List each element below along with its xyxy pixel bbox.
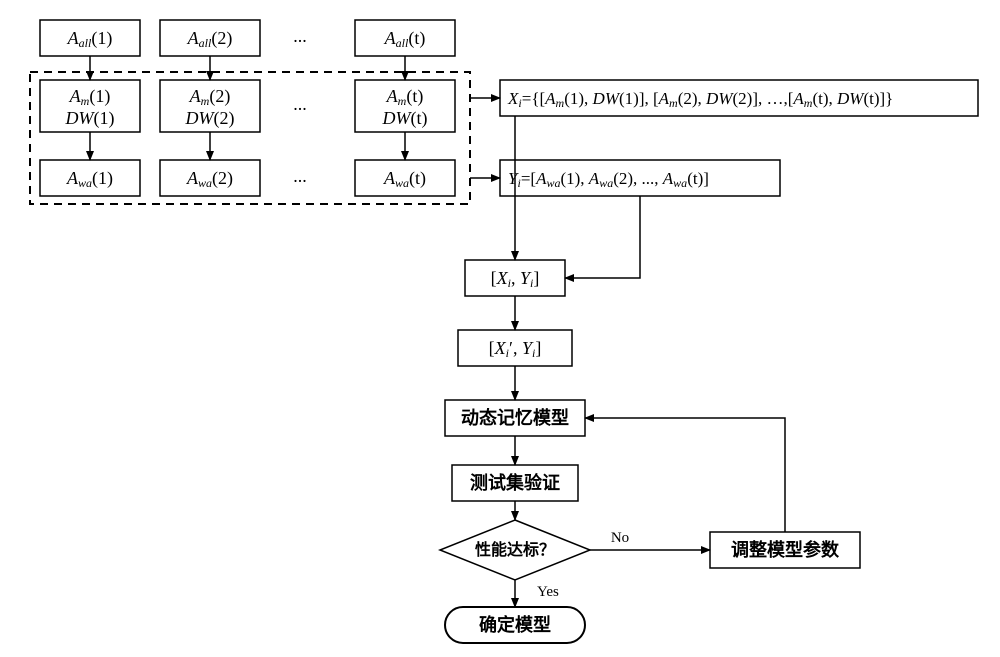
svg-text:...: ... xyxy=(293,166,307,186)
svg-text:Am(1): Am(1) xyxy=(69,86,111,108)
flowchart: Aall(1)Aall(2)Aall(t)...Am(1)DW(1)Am(2)D… xyxy=(0,0,1000,657)
svg-text:...: ... xyxy=(293,94,307,114)
svg-text:DW(t): DW(t) xyxy=(382,108,428,129)
svg-text:Am(2): Am(2) xyxy=(189,86,231,108)
svg-text:调整模型参数: 调整模型参数 xyxy=(731,539,840,560)
svg-text:...: ... xyxy=(293,26,307,46)
svg-text:No: No xyxy=(611,530,629,546)
svg-text:性能达标？: 性能达标？ xyxy=(475,540,555,559)
svg-text:测试集验证: 测试集验证 xyxy=(470,472,560,493)
svg-text:Yes: Yes xyxy=(537,584,559,600)
svg-text:Xi={[Am(1), DW(1)], [Am(2), DW: Xi={[Am(1), DW(1)], [Am(2), DW(2)], …,[A… xyxy=(507,89,893,110)
svg-text:DW(2): DW(2) xyxy=(185,108,235,129)
svg-text:动态记忆模型: 动态记忆模型 xyxy=(461,407,569,428)
svg-text:DW(1): DW(1) xyxy=(65,108,115,129)
svg-text:确定模型: 确定模型 xyxy=(479,614,551,635)
